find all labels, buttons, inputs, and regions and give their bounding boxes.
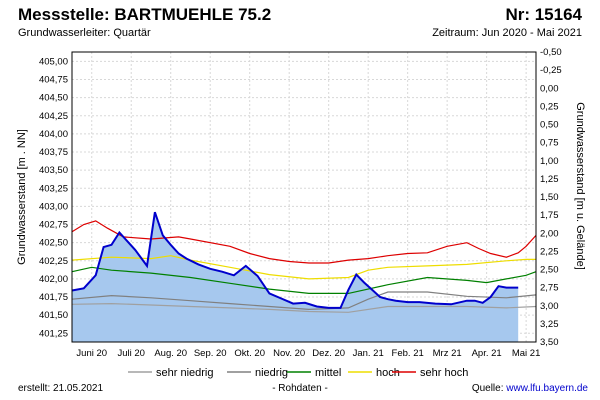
source-link[interactable]: www.lfu.bayern.de xyxy=(506,383,588,394)
x-tick-label: Mrz 21 xyxy=(433,348,462,359)
station-number: Nr: 15164 xyxy=(505,5,582,24)
x-tick-label: Feb. 21 xyxy=(392,348,424,359)
y-tick-label: 401,75 xyxy=(39,292,68,303)
y-right-tick-label: 3,50 xyxy=(540,337,559,348)
y-axis-label-right: Grundwasserstand [m u. Gelände] xyxy=(574,102,586,270)
y-tick-label: 403,00 xyxy=(39,201,68,212)
y-tick-label: 402,00 xyxy=(39,274,68,285)
y-tick-label: 403,50 xyxy=(39,165,68,176)
series-line-mittel xyxy=(71,266,537,294)
legend-label-mittel: mittel xyxy=(315,367,341,379)
source: Quelle: www.lfu.bayern.de xyxy=(472,383,588,394)
measured-area xyxy=(72,212,519,342)
grid-lines xyxy=(72,52,536,342)
measured-area-fill xyxy=(72,212,519,342)
y-tick-label: 402,50 xyxy=(39,238,68,249)
y-tick-label: 404,25 xyxy=(39,111,68,122)
y-tick-label: 403,75 xyxy=(39,147,68,158)
x-tick-label: Juni 20 xyxy=(76,348,107,359)
x-tick-label: Jan. 21 xyxy=(353,348,384,359)
series-line-measured xyxy=(71,211,519,309)
y-right-tick-label: -0,25 xyxy=(540,65,562,76)
y-tick-label: 404,75 xyxy=(39,75,68,86)
y-tick-label: 401,50 xyxy=(39,310,68,321)
legend-label-niedrig: niedrig xyxy=(255,367,288,379)
y-right-tick-label: 0,00 xyxy=(540,83,559,94)
x-tick-label: Apr. 21 xyxy=(472,348,502,359)
legend-label-sehr-niedrig: sehr niedrig xyxy=(156,367,213,379)
y-right-tick-label: 2,50 xyxy=(540,265,559,276)
created-date: erstellt: 21.05.2021 xyxy=(18,383,104,394)
legend-label-sehr-hoch: sehr hoch xyxy=(420,367,468,379)
x-tick-label: Sep. 20 xyxy=(194,348,227,359)
legend-label-hoch: hoch xyxy=(376,367,400,379)
y-tick-label: 404,50 xyxy=(39,93,68,104)
y-tick-label: 404,00 xyxy=(39,129,68,140)
x-tick-label: Mai 21 xyxy=(512,348,541,359)
y-right-tick-label: 0,75 xyxy=(540,138,559,149)
y-right-tick-label: 2,00 xyxy=(540,228,559,239)
series-line-hoch xyxy=(71,255,536,280)
x-tick-label: Nov. 20 xyxy=(273,348,305,359)
aquifer-label: Grundwasserleiter: Quartär xyxy=(18,27,151,39)
plot-frame xyxy=(71,51,537,343)
y-right-tick-label: 2,25 xyxy=(540,246,559,257)
y-right-tick-label: 1,75 xyxy=(540,210,559,221)
y-right-tick-label: 0,25 xyxy=(540,101,559,112)
y-right-tick-label: 1,00 xyxy=(540,156,559,167)
y-right-tick-label: -0,50 xyxy=(540,47,562,58)
period-label: Zeitraum: Jun 2020 - Mai 2021 xyxy=(432,27,582,39)
y-tick-label: 401,25 xyxy=(39,328,68,339)
y-right-tick-label: 0,50 xyxy=(540,120,559,131)
y-axis-label-left: Grundwasserstand [m . NN] xyxy=(16,129,28,265)
source-prefix: Quelle: xyxy=(471,383,507,394)
y-tick-label: 402,25 xyxy=(39,256,68,267)
x-tick-label: Juli 20 xyxy=(117,348,144,359)
y-tick-label: 405,00 xyxy=(39,56,68,67)
series-line-sehr-niedrig xyxy=(71,302,537,313)
raw-data-note: - Rohdaten - xyxy=(272,383,328,394)
series-lines xyxy=(71,211,537,313)
y-tick-label: 402,75 xyxy=(39,220,68,231)
x-tick-label: Dez. 20 xyxy=(312,348,345,359)
y-right-tick-label: 1,50 xyxy=(540,192,559,203)
legend: sehr niedrig niedrig mittel hoch sehr hoch xyxy=(128,367,468,379)
series-line-sehr-hoch xyxy=(71,220,537,264)
y-tick-label: 403,25 xyxy=(39,183,68,194)
y-right-tick-label: 3,00 xyxy=(540,301,559,312)
axis-ticks: 401,25 401,50 401,75 402,00 402,25 402,50 402,… xyxy=(39,47,562,359)
x-tick-label: Aug. 20 xyxy=(154,348,187,359)
chart-title: Messstelle: BARTMUEHLE 75.2 xyxy=(18,5,272,24)
y-right-tick-label: 2,75 xyxy=(540,283,559,294)
y-right-tick-label: 3,25 xyxy=(540,319,559,330)
y-right-tick-label: 1,25 xyxy=(540,174,559,185)
x-tick-label: Okt. 20 xyxy=(234,348,265,359)
